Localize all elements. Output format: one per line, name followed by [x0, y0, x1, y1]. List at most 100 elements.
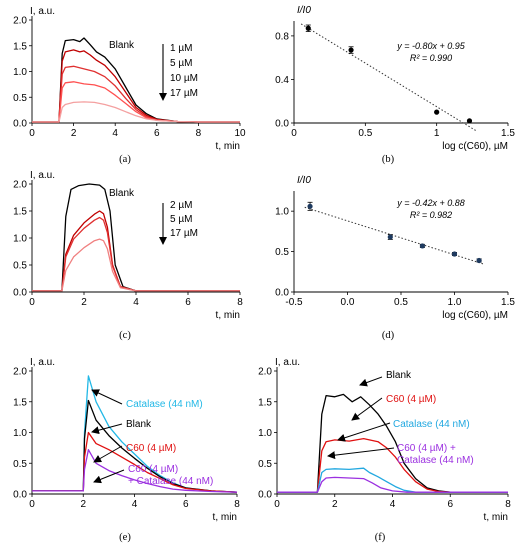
- x-tick-label: 2: [81, 297, 87, 308]
- trend-line: [304, 206, 485, 265]
- y-tick-label: 0.5: [13, 459, 27, 470]
- x-axis-label: t, min: [216, 310, 240, 321]
- data-point: [307, 203, 313, 209]
- series-line-2: [32, 65, 240, 123]
- x-tick-label: 2: [332, 499, 338, 510]
- y-axis-label: I/I0: [297, 175, 311, 186]
- x-tick-label: 8: [237, 297, 243, 308]
- x-tick-label: 4: [112, 128, 118, 139]
- y-tick-label: 2.0: [13, 180, 27, 191]
- data-point: [466, 118, 473, 124]
- annotations-panel-e: Catalase (44 nM) Blank C60 (4 µM) C60 (4 µM…: [91, 389, 213, 487]
- legend-label: 17 µM: [170, 88, 198, 99]
- trend-equation: y = -0.42x + 0.88: [396, 198, 465, 208]
- chart-panel-a: 0.0 0.5 1.0 1.5 2.0 0 2 4 6 8 10 I, a.u. t, min (a): [13, 6, 246, 165]
- blank-label: Blank: [109, 40, 135, 51]
- y-tick-label: 0.5: [258, 459, 272, 470]
- y-tick-label: 1.5: [13, 397, 27, 408]
- series-line-4: [32, 101, 240, 123]
- x-tick-label: 0: [29, 128, 35, 139]
- chart-panel-f: 0.0 0.5 1.0 1.5 2.0 0 2 4 6 8 I, a.u. t, min (f): [258, 357, 511, 543]
- panel-label: (b): [382, 154, 395, 165]
- annotation-catalase: Catalase (44 nM): [393, 419, 470, 430]
- y-tick-label: 1.0: [275, 207, 289, 218]
- x-tick-label: 6: [185, 297, 191, 308]
- annotation-c60-catalase-1: C60 (4 µM): [128, 464, 178, 475]
- r-squared: R² = 0.982: [410, 210, 452, 220]
- r-squared: R² = 0.990: [410, 53, 452, 63]
- annotation-blank: Blank: [126, 419, 152, 430]
- y-tick-label: 0.0: [275, 119, 289, 130]
- y-tick-label: 2.0: [13, 16, 27, 27]
- x-tick-label: 0.5: [394, 297, 408, 308]
- x-tick-label: 10: [234, 128, 246, 139]
- annotation-c60: C60 (4 µM): [386, 394, 436, 405]
- x-axis-label: t, min: [484, 512, 508, 523]
- y-axis-label: I/I0: [297, 5, 311, 16]
- y-tick-label: 1.0: [258, 428, 272, 439]
- y-tick-label: 1.0: [13, 67, 27, 78]
- data-point: [348, 47, 354, 53]
- annotation-c60-catalase-2: + Catalase (44 nM): [128, 476, 213, 487]
- legend-panel-c: Blank 2 µM 5 µM 17 µM: [109, 188, 198, 245]
- data-point: [387, 234, 393, 240]
- y-tick-label: 1.0: [13, 234, 27, 245]
- series-line-0: [32, 183, 240, 292]
- x-tick-label: 1.5: [501, 297, 515, 308]
- legend-label: 1 µM: [170, 43, 192, 54]
- series-line-0: [277, 393, 508, 493]
- legend-label: 5 µM: [170, 58, 192, 69]
- x-tick-label: 0.0: [341, 297, 355, 308]
- x-tick-label: 0.5: [358, 128, 372, 139]
- x-tick-label: -0.5: [285, 297, 303, 308]
- x-tick-label: 1.0: [448, 297, 462, 308]
- legend-panel-a: Blank 1 µM 5 µM 10 µM 17 µM: [109, 40, 198, 101]
- x-tick-label: 6: [183, 499, 189, 510]
- x-tick-label: 8: [505, 499, 511, 510]
- y-tick-label: 0.0: [13, 490, 27, 501]
- panel-label: (d): [382, 330, 395, 341]
- x-tick-label: 0: [274, 499, 280, 510]
- series-line-3: [277, 476, 508, 493]
- data-point: [451, 251, 458, 257]
- x-tick-label: 2: [71, 128, 77, 139]
- y-tick-label: 1.5: [13, 41, 27, 52]
- chart-panel-e: 0.0 0.5 1.0 1.5 2.0 0 2 4 6 8 I, a.u. t, min (e): [13, 357, 240, 543]
- annotation-c60-catalase-2: Catalase (44 nM): [397, 455, 474, 466]
- x-axis-label: log c(C60), µM: [442, 310, 508, 321]
- x-tick-label: 8: [196, 128, 202, 139]
- x-tick-label: 4: [132, 499, 138, 510]
- x-axis-label: log c(C60), µM: [442, 141, 508, 152]
- legend-label: 10 µM: [170, 73, 198, 84]
- x-tick-label: 0: [29, 297, 35, 308]
- y-axis-label: I, a.u.: [275, 357, 300, 368]
- x-tick-label: 0: [291, 128, 297, 139]
- series-line-1: [277, 437, 508, 493]
- series-line-2: [277, 467, 508, 493]
- annotation-c60: C60 (4 µM): [126, 443, 176, 454]
- x-tick-label: 1: [434, 128, 440, 139]
- y-tick-label: 1.5: [13, 207, 27, 218]
- panel-label: (e): [119, 532, 131, 543]
- data-point: [419, 243, 425, 249]
- series-line-2: [32, 431, 238, 493]
- y-tick-label: 0.5: [275, 247, 289, 258]
- x-tick-label: 6: [154, 128, 160, 139]
- y-axis-label: I, a.u.: [30, 170, 55, 181]
- data-point: [434, 109, 440, 115]
- y-tick-label: 0.8: [275, 31, 289, 42]
- chart-panel-b: 0.0 0.4 0.8 0 0.5 1 1.5 I/I0 log c(C60), µM (b) y …: [275, 5, 515, 165]
- y-axis-label: I, a.u.: [30, 6, 55, 17]
- annotation-arrow: [91, 389, 123, 405]
- panel-label: (c): [119, 330, 131, 341]
- y-tick-label: 0.0: [275, 288, 289, 299]
- y-tick-label: 0.0: [13, 288, 27, 299]
- legend-label: 5 µM: [170, 214, 192, 225]
- panel-label: (f): [375, 532, 386, 543]
- x-tick-label: 4: [133, 297, 139, 308]
- series-line-1: [32, 399, 238, 493]
- annotation-c60-catalase-1: C60 (4 µM) +: [397, 443, 456, 454]
